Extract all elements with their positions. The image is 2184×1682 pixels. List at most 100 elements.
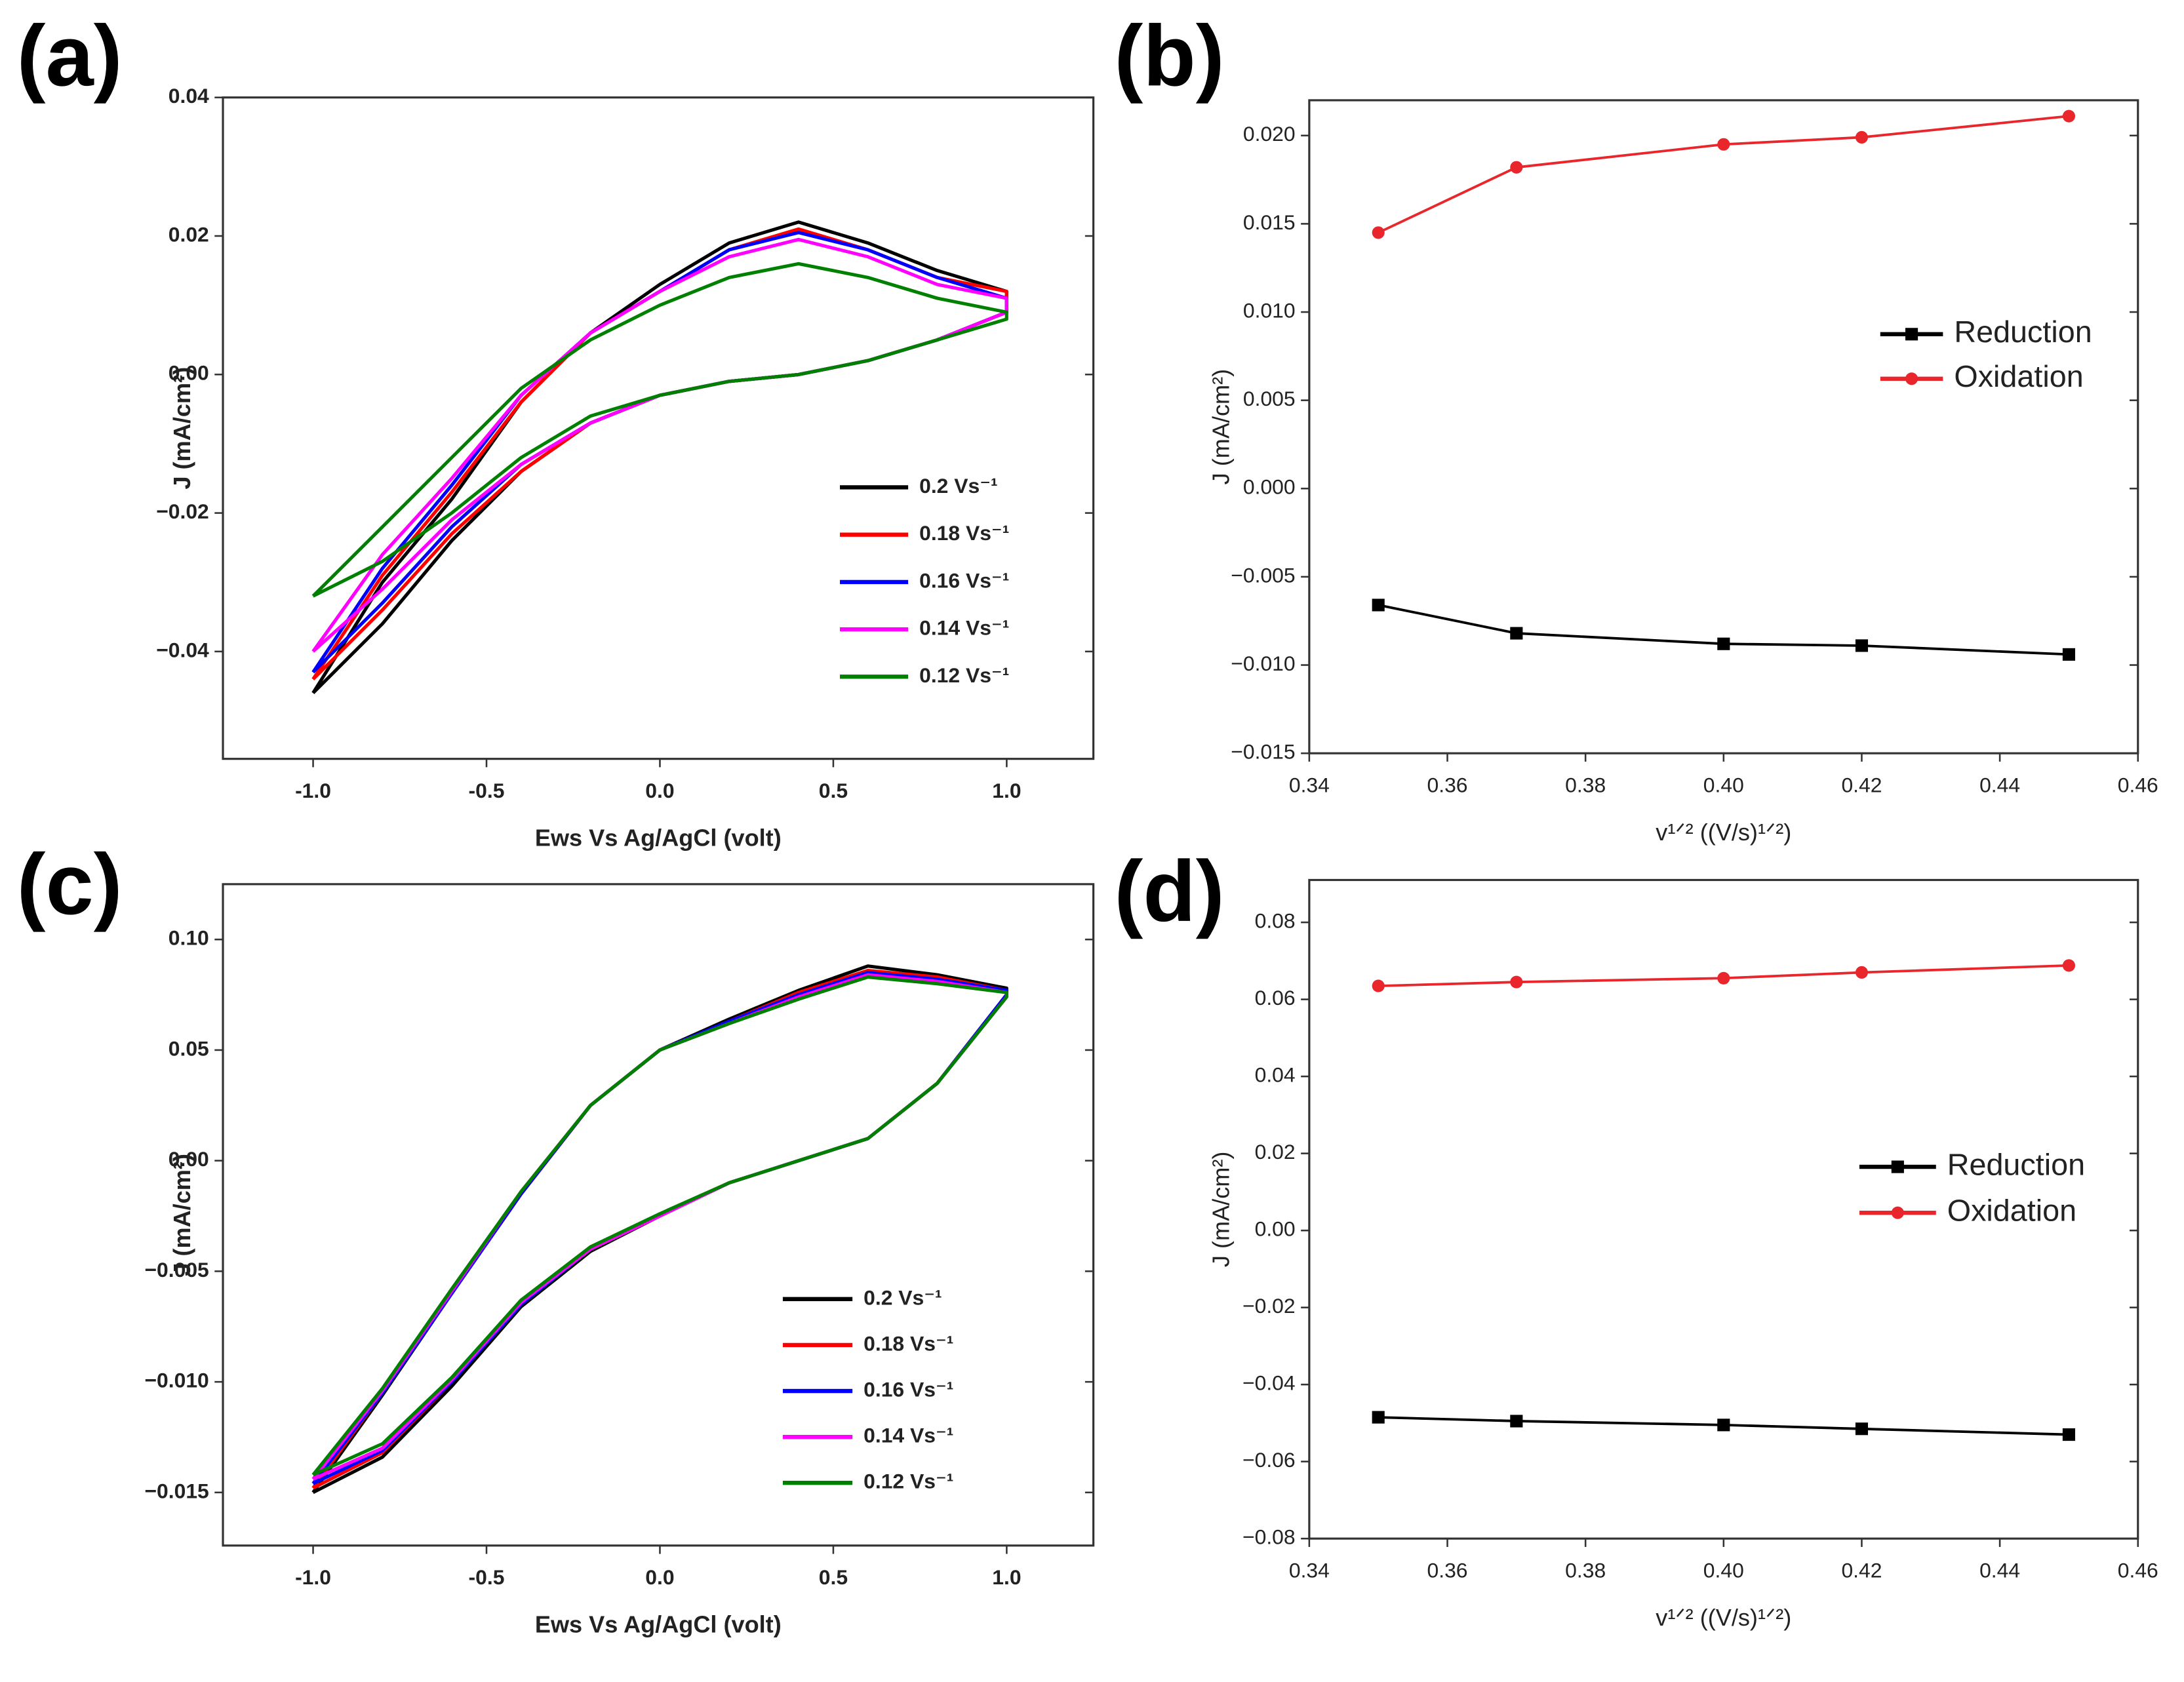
marker xyxy=(1855,130,1869,144)
x-tick-label: 0.36 xyxy=(1427,773,1468,797)
y-tick-label: 0.000 xyxy=(1243,475,1296,499)
legend-label: Oxidation xyxy=(1947,1193,2076,1227)
legend-marker xyxy=(1891,1160,1904,1173)
y-tick-label: −0.015 xyxy=(144,1479,208,1502)
legend-label: 0.14 Vs⁻¹ xyxy=(864,1424,953,1447)
x-tick-label: -0.5 xyxy=(469,779,505,802)
y-tick-label: 0.06 xyxy=(1255,986,1296,1009)
x-tick-label: 0.38 xyxy=(1565,773,1606,797)
y-tick-label: −0.005 xyxy=(1231,563,1295,587)
x-tick-label: 0.42 xyxy=(1841,773,1882,797)
x-tick-label: 0.0 xyxy=(645,1565,674,1589)
plot-frame xyxy=(1308,99,2139,754)
legend-label: Reduction xyxy=(1947,1147,2085,1181)
marker xyxy=(1510,975,1523,988)
y-tick-label: −0.08 xyxy=(1242,1525,1296,1549)
y-tick-label: −0.005 xyxy=(144,1258,208,1281)
marker xyxy=(1717,637,1730,650)
marker xyxy=(1372,598,1385,612)
panel-label: (c) xyxy=(17,836,123,932)
marker xyxy=(2062,648,2075,661)
y-tick-label: 0.10 xyxy=(169,926,209,950)
x-tick-label: 0.0 xyxy=(645,779,674,802)
y-tick-label: 0.020 xyxy=(1243,122,1296,146)
marker xyxy=(2062,1428,2075,1441)
series-line xyxy=(311,231,1008,674)
y-tick-label: −0.04 xyxy=(156,638,209,661)
x-tick-label: -1.0 xyxy=(295,779,331,802)
y-tick-label: 0.04 xyxy=(1255,1063,1296,1087)
y-axis-title: J (mA/cm²) xyxy=(169,367,195,490)
y-tick-label: −0.010 xyxy=(1231,652,1295,675)
x-tick-label: 0.40 xyxy=(1703,773,1744,797)
marker xyxy=(1510,1415,1523,1428)
y-axis-title: J (mA/cm²) xyxy=(1208,369,1235,485)
y-axis-title: J (mA/cm²) xyxy=(1208,1152,1235,1268)
legend-label: 0.14 Vs⁻¹ xyxy=(919,616,1009,640)
marker xyxy=(1372,979,1385,992)
x-axis-title: Ews Vs Ag/AgCl (volt) xyxy=(535,824,782,851)
marker xyxy=(1855,1422,1869,1436)
y-tick-label: 0.02 xyxy=(1255,1140,1296,1164)
legend-marker xyxy=(1891,1206,1904,1219)
y-tick-label: 0.005 xyxy=(1243,387,1296,410)
y-tick-label: −0.06 xyxy=(1242,1448,1296,1472)
marker xyxy=(1855,639,1869,652)
x-tick-label: 1.0 xyxy=(992,779,1021,802)
legend-label: 0.16 Vs⁻¹ xyxy=(864,1377,953,1401)
x-axis-title: v¹ᐟ² ((V/s)¹ᐟ²) xyxy=(1656,819,1791,846)
series-line xyxy=(311,975,1008,1477)
y-tick-label: −0.010 xyxy=(144,1369,208,1392)
x-tick-label: 0.42 xyxy=(1841,1559,1882,1582)
x-tick-label: 0.38 xyxy=(1565,1559,1606,1582)
y-tick-label: 0.00 xyxy=(169,361,209,385)
legend-marker xyxy=(1905,328,1918,341)
x-tick-label: 0.5 xyxy=(819,1565,848,1589)
panel-label: (d) xyxy=(1114,843,1224,939)
y-tick-label: −0.02 xyxy=(156,499,209,523)
x-tick-label: -0.5 xyxy=(469,1565,505,1589)
x-tick-label: 0.34 xyxy=(1289,773,1330,797)
x-tick-label: 0.46 xyxy=(2118,773,2158,797)
panel-label: (b) xyxy=(1114,7,1224,104)
legend-label: 0.18 Vs⁻¹ xyxy=(864,1331,953,1355)
y-tick-label: 0.08 xyxy=(1255,909,1296,933)
y-tick-label: 0.02 xyxy=(169,222,209,246)
y-axis-title: J (mA/cm²) xyxy=(169,1154,195,1276)
x-tick-label: -1.0 xyxy=(295,1565,331,1589)
y-tick-label: −0.04 xyxy=(1242,1371,1296,1395)
x-tick-label: 0.40 xyxy=(1703,1559,1744,1582)
legend-label: 0.2 Vs⁻¹ xyxy=(919,474,998,498)
marker xyxy=(1717,1418,1730,1432)
y-tick-label: 0.015 xyxy=(1243,210,1296,234)
series-line xyxy=(311,237,1008,653)
series-line xyxy=(1378,115,2069,234)
legend-label: 0.12 Vs⁻¹ xyxy=(864,1470,953,1493)
legend-label: 0.16 Vs⁻¹ xyxy=(919,568,1009,592)
legend-label: 0.18 Vs⁻¹ xyxy=(919,521,1009,545)
marker xyxy=(1372,1411,1385,1424)
plot-frame xyxy=(222,883,1095,1547)
series-line xyxy=(311,262,1008,598)
x-tick-label: 0.34 xyxy=(1289,1559,1330,1582)
y-tick-label: −0.02 xyxy=(1242,1294,1296,1318)
marker xyxy=(1717,138,1730,151)
x-tick-label: 0.5 xyxy=(819,779,848,802)
marker xyxy=(1717,971,1730,985)
x-tick-label: 0.44 xyxy=(1979,1559,2020,1582)
y-tick-label: 0.010 xyxy=(1243,298,1296,322)
marker xyxy=(2062,109,2075,123)
legend-marker xyxy=(1905,372,1918,385)
panel-label: (a) xyxy=(17,7,123,104)
y-tick-label: 0.00 xyxy=(1255,1217,1296,1241)
x-axis-title: v¹ᐟ² ((V/s)¹ᐟ²) xyxy=(1656,1604,1791,1631)
legend-label: 0.12 Vs⁻¹ xyxy=(919,663,1009,687)
x-axis-title: Ews Vs Ag/AgCl (volt) xyxy=(535,1611,782,1638)
marker xyxy=(2062,959,2075,972)
x-tick-label: 0.36 xyxy=(1427,1559,1468,1582)
marker xyxy=(1510,627,1523,640)
marker xyxy=(1855,966,1869,979)
x-tick-label: 0.46 xyxy=(2118,1559,2158,1582)
series-line xyxy=(311,227,1008,680)
